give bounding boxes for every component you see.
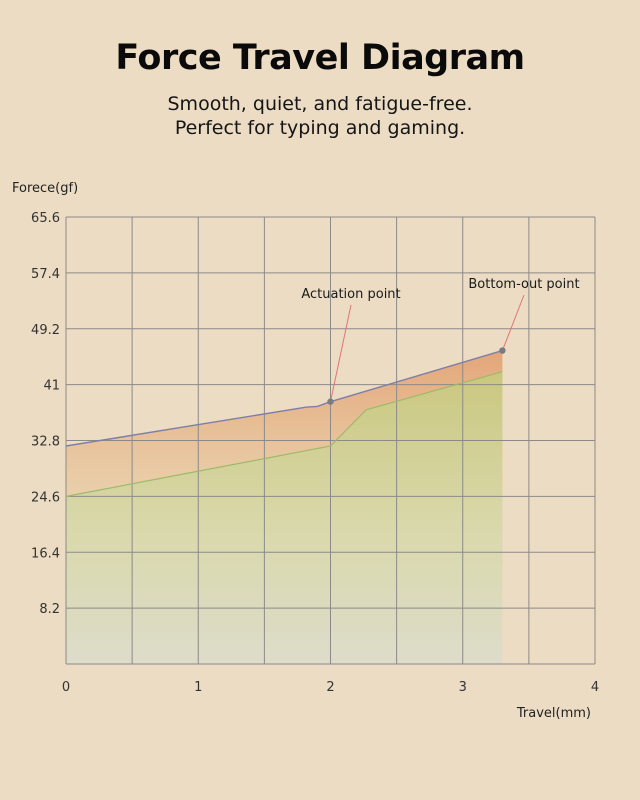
y-tick-label: 57.4 xyxy=(31,267,60,282)
annotation-label: Actuation point xyxy=(301,287,400,302)
annotation-leader-line xyxy=(330,304,352,402)
x-tick-label: 3 xyxy=(459,680,467,695)
lower-area-fill xyxy=(66,371,503,664)
annotation-label: Bottom-out point xyxy=(468,277,579,292)
annotations: Actuation point Bottom-out point xyxy=(301,277,580,405)
page-title: Force Travel Diagram xyxy=(115,38,525,78)
y-axis-label: Forece(gf) xyxy=(12,181,78,196)
annotation-leader-line xyxy=(501,294,525,351)
y-tick-label: 65.6 xyxy=(31,211,60,226)
header: Force Travel Diagram Smooth, quiet, and … xyxy=(0,0,640,140)
lower-series-line xyxy=(65,371,503,497)
annotation-marker xyxy=(327,398,334,405)
y-tick-label: 49.2 xyxy=(31,323,60,338)
y-tick-label: 16.4 xyxy=(31,546,60,561)
upper-area-fill xyxy=(66,350,503,497)
annotation-marker xyxy=(499,347,506,354)
x-tick-label: 0 xyxy=(62,680,70,695)
y-tick-label: 41 xyxy=(43,379,60,394)
page-subtitle: Smooth, quiet, and fatigue-free. Perfect… xyxy=(0,92,640,140)
y-tick-label: 32.8 xyxy=(31,435,60,450)
x-tick-label: 4 xyxy=(591,680,599,695)
x-axis-ticks: 0 1 2 3 4 xyxy=(62,680,599,695)
x-tick-label: 1 xyxy=(194,680,202,695)
area-fills xyxy=(66,350,503,664)
y-axis-ticks: 8.2 16.4 24.6 32.8 41 49.2 57.4 65.6 xyxy=(31,211,60,617)
y-tick-label: 24.6 xyxy=(31,490,60,505)
subtitle-line-2: Perfect for typing and gaming. xyxy=(174,117,466,139)
subtitle-line-1: Smooth, quiet, and fatigue-free. xyxy=(167,93,473,115)
y-tick-label: 8.2 xyxy=(39,602,60,617)
x-tick-label: 2 xyxy=(326,680,334,695)
upper-series-line xyxy=(65,349,503,447)
x-axis-label: Travel(mm) xyxy=(516,706,591,721)
grid-lines xyxy=(65,216,596,665)
series-lines xyxy=(65,349,503,497)
